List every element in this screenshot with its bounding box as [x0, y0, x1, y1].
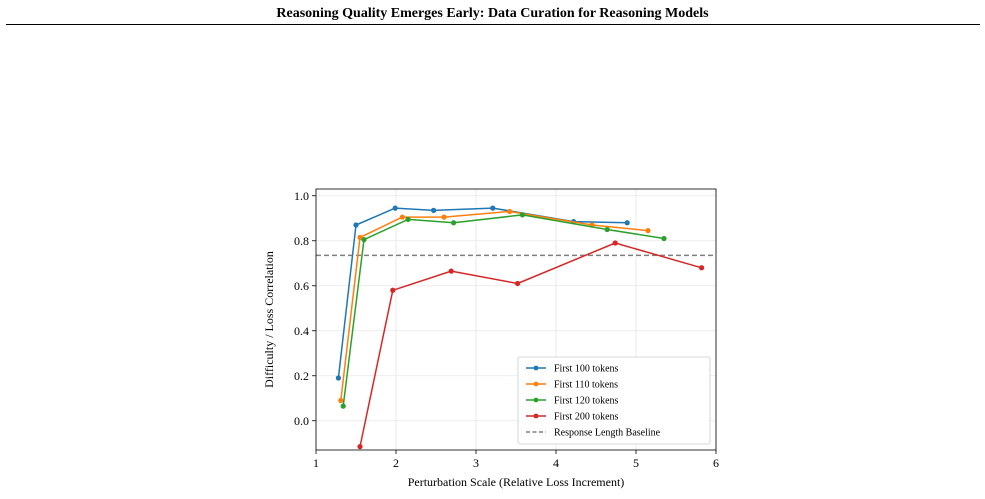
series-1-point-1 [357, 234, 363, 240]
legend-marker-0 [533, 365, 539, 371]
legend-marker-1 [533, 381, 539, 387]
x-tick-label-4: 5 [633, 456, 639, 470]
x-tick-label-3: 4 [553, 456, 559, 470]
x-tick-label-1: 2 [393, 456, 399, 470]
y-tick-label-5: 1.0 [294, 189, 309, 203]
page-title: Reasoning Quality Emerges Early: Data Cu… [276, 6, 709, 21]
series-0-point-6 [624, 220, 630, 226]
ticks-layer: 1 2 3 4 5 6 0.0 0.2 0.4 0.6 0.8 1.0 [294, 189, 719, 470]
y-tick-label-4: 0.8 [294, 234, 309, 248]
legend-marker-2 [533, 397, 539, 403]
series-0-point-1 [353, 222, 359, 228]
plot-frame [315, 188, 717, 451]
series-2-point-2 [405, 216, 411, 222]
series-layer [335, 205, 705, 450]
series-2-point-3 [451, 220, 457, 226]
title-rule [6, 24, 980, 25]
y-tick-label-3: 0.6 [294, 279, 309, 293]
y-tick-label-2: 0.4 [294, 324, 309, 338]
series-3-point-3 [515, 280, 521, 287]
legend: First 100 tokens First 110 tokens First 12… [517, 356, 711, 445]
series-0-point-2 [392, 205, 398, 211]
series-2-point-4 [519, 212, 526, 218]
series-1-point-3 [441, 214, 447, 220]
series-3-point-2 [448, 268, 454, 274]
x-axis-label: Perturbation Scale (Relative Loss Increm… [408, 475, 625, 489]
series-3-point-0 [357, 444, 363, 450]
legend-label-2: First 120 tokens [554, 396, 619, 407]
legend-label-4: Response Length Baseline [554, 428, 661, 439]
series-0-point-3 [431, 207, 437, 213]
legend-label-1: First 110 tokens [554, 380, 618, 391]
series-3-point-1 [390, 287, 396, 293]
x-tick-label-2: 3 [473, 456, 479, 470]
legend-marker-3 [533, 413, 539, 419]
series-0-point-4 [490, 205, 496, 211]
legend-box [517, 356, 711, 445]
x-tick-label-5: 6 [713, 456, 719, 470]
x-tick-label-0: 1 [313, 456, 319, 470]
legend-label-0: First 100 tokens [554, 364, 619, 375]
series-0-point-0 [335, 375, 341, 381]
grid-layer [315, 189, 717, 450]
series-2-point-6 [661, 235, 667, 242]
y-axis-label: Difficulty / Loss Correlation [262, 251, 276, 388]
series-1-point-4 [507, 208, 513, 215]
y-tick-label-1: 0.2 [294, 369, 309, 383]
series-line-0 [337, 207, 628, 379]
series-3-point-5 [699, 265, 705, 271]
series-1-point-0 [338, 397, 344, 404]
series-1-point-2 [399, 214, 405, 220]
legend-label-3: First 200 tokens [554, 412, 619, 423]
series-1-point-6 [645, 228, 651, 234]
series-2-point-5 [604, 226, 610, 233]
series-2-point-0 [340, 403, 346, 409]
series-2-point-1 [361, 237, 367, 243]
y-tick-label-0: 0.0 [294, 414, 309, 428]
series-3-point-4 [612, 240, 618, 246]
series-line-3 [359, 242, 702, 447]
